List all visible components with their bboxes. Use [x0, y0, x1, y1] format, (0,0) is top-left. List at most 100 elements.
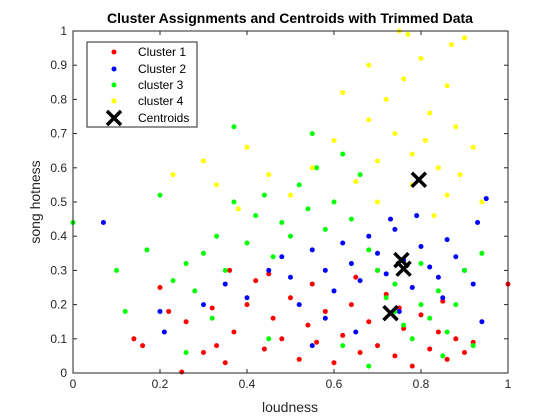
point-cluster-2: [353, 329, 358, 334]
legend-marker-cluster-2: [112, 67, 117, 72]
point-cluster-4: [366, 117, 371, 122]
chart-title: Cluster Assignments and Centroids with T…: [107, 10, 473, 26]
point-cluster-2: [397, 309, 402, 314]
point-cluster-3: [323, 227, 328, 232]
point-cluster-2: [297, 302, 302, 307]
point-cluster-1: [179, 369, 184, 374]
point-cluster-3: [231, 124, 236, 129]
point-cluster-1: [158, 285, 163, 290]
point-cluster-2: [484, 196, 489, 201]
point-cluster-3: [223, 268, 228, 273]
point-cluster-3: [279, 220, 284, 225]
point-cluster-2: [440, 295, 445, 300]
legend: Cluster 1 Cluster 2 cluster 3 cluster 4 …: [87, 42, 197, 127]
point-cluster-3: [419, 302, 424, 307]
x-axis-label: loudness: [262, 399, 318, 415]
point-cluster-4: [405, 32, 410, 37]
point-cluster-2: [366, 234, 371, 239]
point-cluster-1: [358, 350, 363, 355]
point-cluster-1: [140, 343, 145, 348]
point-cluster-3: [384, 295, 389, 300]
point-cluster-4: [427, 111, 432, 116]
point-cluster-1: [305, 323, 310, 328]
point-cluster-1: [410, 364, 415, 369]
point-cluster-4: [236, 206, 241, 211]
point-cluster-3: [262, 193, 267, 198]
point-cluster-4: [245, 145, 250, 150]
point-cluster-2: [384, 271, 389, 276]
y-tick-label: 0.6: [50, 161, 67, 175]
point-cluster-4: [471, 145, 476, 150]
point-cluster-1: [271, 316, 276, 321]
point-cluster-1: [340, 333, 345, 338]
point-cluster-2: [392, 227, 397, 232]
point-cluster-2: [245, 295, 250, 300]
point-cluster-3: [214, 234, 219, 239]
point-cluster-2: [388, 217, 393, 222]
point-cluster-4: [445, 193, 450, 198]
point-cluster-3: [401, 323, 406, 328]
point-cluster-2: [445, 237, 450, 242]
point-cluster-4: [410, 152, 415, 157]
x-tick-label: 0.4: [239, 377, 256, 391]
point-cluster-4: [266, 172, 271, 177]
point-cluster-1: [201, 350, 206, 355]
point-cluster-4: [423, 138, 428, 143]
point-cluster-1: [427, 347, 432, 352]
point-cluster-1: [231, 329, 236, 334]
point-cluster-3: [358, 172, 363, 177]
point-cluster-3: [392, 282, 397, 287]
point-cluster-2: [101, 220, 106, 225]
point-cluster-4: [453, 124, 458, 129]
point-cluster-1: [453, 336, 458, 341]
point-cluster-3: [314, 165, 319, 170]
point-cluster-3: [340, 152, 345, 157]
point-cluster-3: [114, 268, 119, 273]
point-cluster-1: [279, 336, 284, 341]
point-cluster-4: [436, 165, 441, 170]
y-tick-label: 0.9: [50, 58, 67, 72]
legend-label-centroids: Centroids: [138, 111, 189, 125]
point-cluster-2: [310, 343, 315, 348]
legend-marker-cluster-4: [112, 99, 117, 104]
point-cluster-3: [436, 288, 441, 293]
point-cluster-1: [227, 268, 232, 273]
point-cluster-3: [123, 309, 128, 314]
point-cluster-4: [310, 165, 315, 170]
point-cluster-4: [449, 42, 454, 47]
point-cluster-1: [462, 350, 467, 355]
point-cluster-4: [201, 158, 206, 163]
y-axis-label: song hotness: [27, 160, 43, 243]
point-cluster-3: [453, 302, 458, 307]
y-tick-label: 0.3: [50, 263, 67, 277]
point-cluster-4: [366, 63, 371, 68]
point-cluster-2: [340, 241, 345, 246]
point-cluster-3: [445, 329, 450, 334]
point-cluster-2: [201, 302, 206, 307]
point-cluster-1: [314, 340, 319, 345]
point-cluster-3: [479, 251, 484, 256]
point-cluster-3: [184, 350, 189, 355]
point-cluster-1: [214, 343, 219, 348]
point-cluster-4: [214, 182, 219, 187]
y-tick-label: 0: [60, 366, 67, 380]
point-cluster-3: [231, 200, 236, 205]
x-tick-label: 0.6: [326, 377, 343, 391]
point-cluster-3: [366, 247, 371, 252]
y-tick-label: 0.5: [50, 195, 67, 209]
legend-marker-cluster-3: [112, 83, 117, 88]
point-cluster-1: [223, 360, 228, 365]
point-cluster-1: [332, 360, 337, 365]
point-cluster-3: [201, 251, 206, 256]
point-cluster-3: [297, 182, 302, 187]
point-cluster-4: [401, 76, 406, 81]
legend-label-cluster-2: Cluster 2: [138, 62, 186, 76]
point-cluster-2: [410, 285, 415, 290]
point-cluster-1: [375, 343, 380, 348]
legend-label-cluster-1: Cluster 1: [138, 45, 186, 59]
point-cluster-2: [158, 309, 163, 314]
x-tick-label: 0.2: [152, 377, 169, 391]
point-cluster-2: [323, 268, 328, 273]
point-cluster-3: [288, 234, 293, 239]
